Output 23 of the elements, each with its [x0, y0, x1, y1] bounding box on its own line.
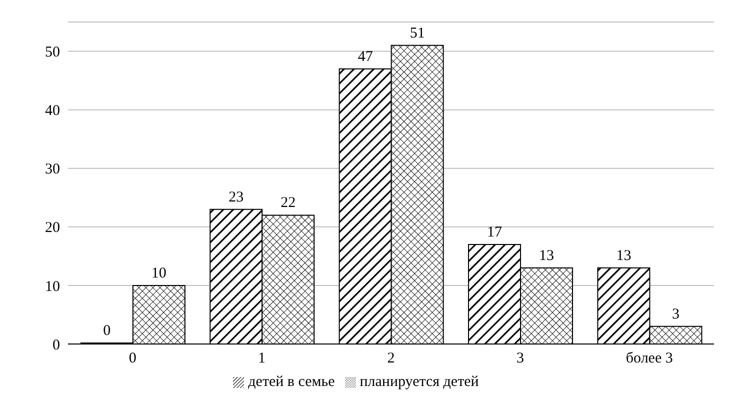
x-tick-label: 2 [387, 350, 395, 367]
data-label: 47 [358, 48, 374, 65]
x-tick-label: 0 [128, 350, 136, 367]
data-label: 3 [672, 306, 680, 322]
y-tick-label: 50 [45, 44, 60, 61]
x-tick-label: 3 [516, 350, 524, 367]
x-tick-label: более 3 [626, 350, 673, 367]
legend-label: детей в семье [248, 374, 335, 390]
y-tick-label: 40 [45, 103, 60, 120]
data-label: 23 [228, 189, 244, 206]
y-tick-label: 20 [45, 220, 60, 236]
data-label: 51 [410, 25, 425, 42]
data-label: 0 [103, 323, 111, 339]
data-label: 22 [280, 195, 296, 212]
legend-label: планируется детей [360, 374, 479, 390]
y-tick-label: 10 [45, 278, 60, 295]
x-tick-label: 1 [258, 350, 266, 367]
data-label: 13 [539, 248, 554, 264]
y-tick-label: 30 [45, 162, 60, 178]
y-tick-label: 0 [52, 337, 60, 354]
data-label: 10 [151, 265, 166, 282]
data-label: 17 [487, 224, 503, 240]
data-label: 13 [616, 248, 632, 264]
